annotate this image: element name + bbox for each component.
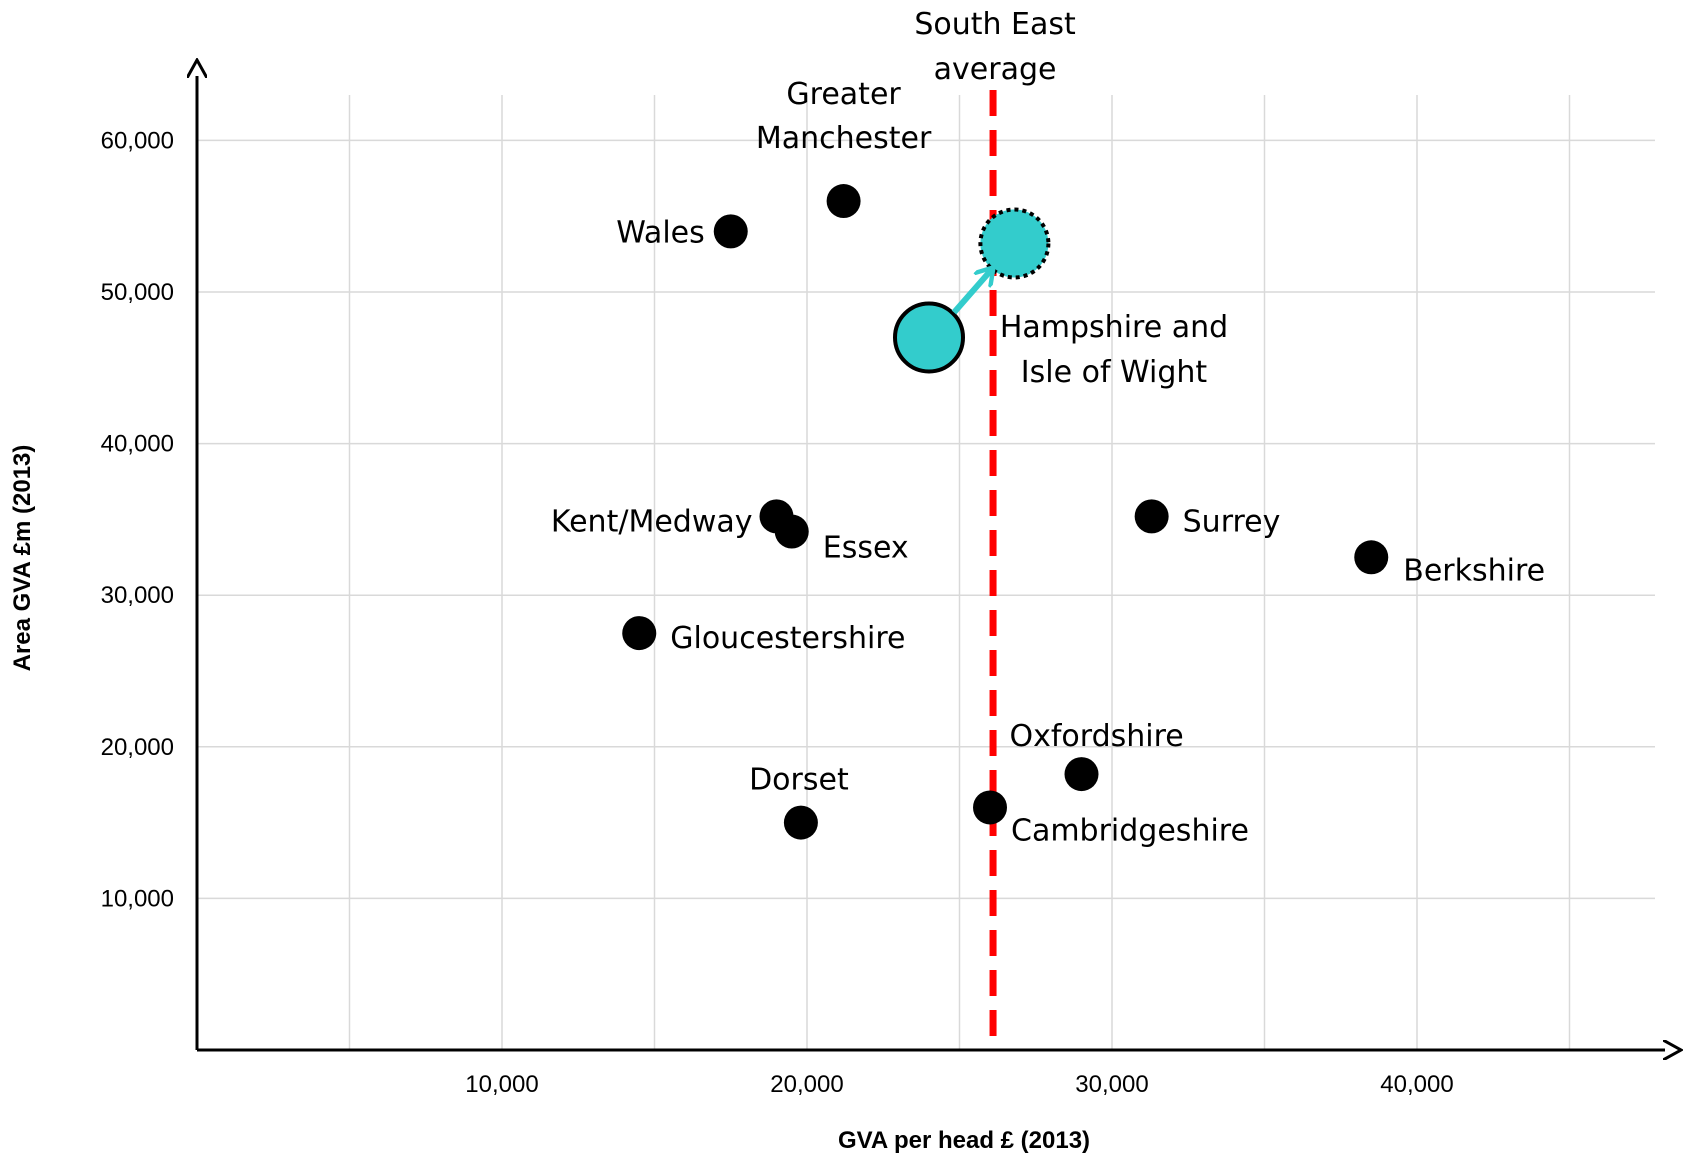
label-berkshire: Berkshire	[1403, 553, 1545, 588]
point-dorset	[783, 805, 818, 840]
label-kent-medway: Kent/Medway	[551, 504, 753, 539]
label-cambridgeshire: Cambridgeshire	[1011, 813, 1249, 848]
point-greater-manchester	[826, 184, 861, 219]
x-tick-label: 20,000	[770, 1071, 843, 1098]
tick-labels: 10,000 20,000 30,000 40,000 10,000 20,000 30,0…	[101, 127, 1454, 1098]
hampshire-current-point	[893, 301, 965, 374]
x-axis-title: GVA per head £ (2013)	[838, 1127, 1090, 1154]
hampshire-label: Hampshire and Isle of Wight	[1000, 310, 1228, 390]
point-wales	[713, 214, 748, 249]
label-gloucestershire: Gloucestershire	[670, 621, 905, 656]
y-tick-label: 10,000	[101, 885, 174, 912]
gridlines	[197, 95, 1655, 1050]
label-dorset: Dorset	[749, 763, 849, 798]
hampshire-target-point	[978, 207, 1051, 280]
point-cambridgeshire	[973, 790, 1007, 825]
point-berkshire	[1354, 540, 1389, 575]
point-gloucestershire	[622, 616, 657, 651]
label-surrey: Surrey	[1183, 504, 1281, 539]
reference-line-group: South East average	[914, 7, 1076, 1050]
y-tick-label: 30,000	[101, 582, 174, 609]
y-axis-title: Area GVA £m (2013)	[9, 445, 36, 672]
data-points	[622, 184, 1389, 840]
x-tick-label: 40,000	[1380, 1071, 1453, 1098]
y-tick-label: 50,000	[101, 279, 174, 306]
point-essex	[774, 514, 809, 549]
x-tick-label: 30,000	[1075, 1071, 1148, 1098]
highlight-group: Hampshire and Isle of Wight	[893, 207, 1228, 390]
y-tick-label: 60,000	[101, 127, 174, 154]
label-greater-manchester: Greater Manchester	[756, 77, 932, 156]
y-tick-label: 20,000	[101, 734, 174, 761]
label-oxfordshire: Oxfordshire	[1010, 719, 1184, 754]
y-tick-label: 40,000	[101, 431, 174, 458]
label-essex: Essex	[823, 531, 909, 566]
reference-line-label: South East average	[914, 7, 1076, 87]
x-tick-label: 10,000	[465, 1071, 538, 1098]
axes	[197, 76, 1665, 1050]
hampshire-movement-arrow	[951, 269, 992, 315]
label-wales: Wales	[616, 215, 705, 250]
point-surrey	[1134, 499, 1169, 534]
point-oxfordshire	[1064, 757, 1099, 792]
point-labels: Wales Greater Manchester Kent/Medway Essex Su…	[551, 77, 1545, 848]
